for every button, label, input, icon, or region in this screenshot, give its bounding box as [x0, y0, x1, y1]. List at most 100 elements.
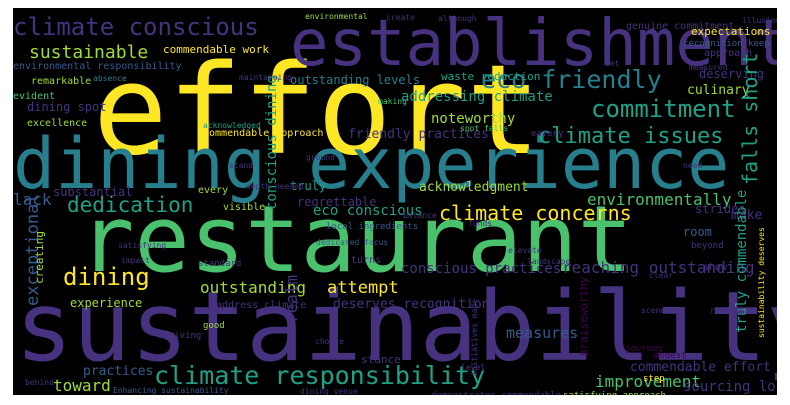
cloud-word: every: [198, 185, 228, 196]
cloud-word: climate responsibility: [154, 361, 485, 390]
cloud-word: clear: [649, 271, 673, 280]
cloud-word: choice: [315, 337, 344, 346]
cloud-word: climate concerns: [439, 201, 632, 225]
cloud-word: measures: [506, 324, 578, 342]
cloud-word: create: [386, 13, 415, 22]
cloud-word: acknowledged: [203, 121, 261, 130]
cloud-word: noteworthy: [431, 111, 515, 127]
cloud-word: impact: [121, 256, 150, 265]
cloud-word: landscape: [527, 257, 571, 266]
cloud-word: demonstrates commendable: [431, 391, 561, 395]
cloud-word: expectations: [691, 25, 770, 38]
cloud-word: initiatives made: [470, 299, 479, 376]
cloud-word: Enhancing sustainability: [113, 386, 229, 395]
cloud-word: dedication: [67, 193, 193, 217]
cloud-word: eco friendly: [481, 65, 662, 94]
cloud-word: environmentally: [587, 190, 732, 209]
cloud-word: restaurant: [79, 186, 633, 293]
cloud-word: good: [203, 321, 225, 331]
cloud-word: evident: [13, 91, 55, 102]
cloud-word: need: [683, 161, 702, 170]
cloud-word: recognition keep: [683, 39, 770, 49]
cloud-word: spot falls: [460, 124, 508, 133]
cloud-word: measured: [689, 63, 728, 72]
cloud-word: genuine commitment: [626, 21, 734, 32]
cloud-word: approach: [704, 48, 752, 59]
cloud-word: sustainability deserves: [757, 227, 766, 338]
cloud-word: toward: [53, 376, 111, 395]
cloud-word: scene: [641, 306, 665, 315]
cloud-word: deserving: [699, 67, 764, 81]
cloud-word: truly commendable: [734, 190, 750, 333]
cloud-word: excellence: [27, 118, 87, 129]
cloud-word: stand: [229, 161, 253, 170]
cloud-word: dining spot: [27, 100, 106, 114]
cloud-word: lack: [13, 190, 52, 209]
cloud-word: environmental responsibility: [13, 61, 182, 72]
cloud-word: commitment: [591, 95, 736, 123]
cloud-word: strides: [695, 202, 746, 216]
cloud-word: regrettable: [297, 195, 376, 209]
cloud-word: make: [731, 208, 762, 223]
cloud-word: depth needed: [246, 182, 304, 191]
cloud-word: local ingredients: [326, 222, 418, 232]
cloud-word: satisfying: [118, 241, 166, 250]
cloud-word: remarkable: [31, 76, 91, 87]
cloud-word: sustainable: [29, 42, 148, 63]
cloud-word: step: [643, 374, 665, 384]
cloud-word: conscious dining: [264, 75, 280, 210]
cloud-word: dining venue: [300, 387, 358, 395]
cloud-word: dining experience: [13, 123, 729, 205]
cloud-word: behind: [25, 378, 54, 387]
cloud-word: dining: [63, 263, 150, 291]
cloud-word: realm: [282, 275, 301, 323]
cloud-word: elevate: [508, 246, 542, 255]
cloud-word: journey: [625, 344, 664, 354]
cloud-word: illusion: [742, 16, 777, 25]
cloud-word: although: [438, 14, 477, 23]
cloud-word: practices: [83, 364, 153, 379]
cloud-word: reaching outstanding: [562, 258, 755, 277]
cloud-word: balance: [403, 211, 437, 220]
cloud-word: climate issues: [538, 124, 723, 149]
cloud-word: funds: [468, 219, 492, 228]
cloud-word: dedicated focus: [316, 238, 388, 247]
cloud-word: experience: [70, 296, 142, 310]
cloud-word: substantial: [53, 185, 132, 199]
cloud-word: ground: [306, 153, 335, 162]
cloud-word: level: [461, 363, 485, 372]
cloud-word: falls short: [738, 53, 762, 185]
cloud-word: addressing climate: [401, 89, 553, 105]
cloud-word: reality: [710, 306, 744, 315]
cloud-word: conscious practices: [401, 261, 561, 277]
cloud-word: commendable approach: [203, 128, 323, 139]
cloud-word: outstanding: [200, 278, 306, 297]
cloud-word: satisfying approach: [563, 391, 666, 395]
cloud-word: attempt: [327, 278, 399, 298]
cloud-word: room: [683, 225, 712, 239]
cloud-word: friendly practices: [348, 127, 489, 142]
cloud-word: acknowledgment: [419, 180, 529, 195]
cloud-word: commendable work: [163, 43, 269, 56]
cloud-word: outstanding levels: [290, 73, 420, 87]
cloud-word: establishment: [290, 8, 777, 81]
cloud-word: address climate: [216, 300, 306, 311]
cloud-word: sourcing local: [683, 379, 777, 395]
word-cloud: effort establishment dining experience rest…: [13, 8, 777, 395]
cloud-word: creating: [33, 231, 46, 284]
cloud-word: deserves recognition: [333, 297, 490, 312]
cloud-word: culinary: [687, 83, 750, 98]
cloud-word: effort: [93, 39, 541, 183]
cloud-word: making: [378, 97, 407, 106]
cloud-word: exceptional: [23, 193, 43, 306]
cloud-word: absence: [93, 74, 127, 83]
word-cloud-background: [13, 8, 777, 395]
cloud-word: eatery: [531, 129, 564, 139]
cloud-word: eco conscious: [313, 203, 423, 219]
cloud-word: standard: [198, 259, 241, 269]
cloud-word: truly: [290, 179, 326, 193]
cloud-word: modest: [654, 351, 687, 361]
cloud-word: beyond: [691, 241, 724, 251]
cloud-word: waste reduction: [441, 70, 540, 83]
